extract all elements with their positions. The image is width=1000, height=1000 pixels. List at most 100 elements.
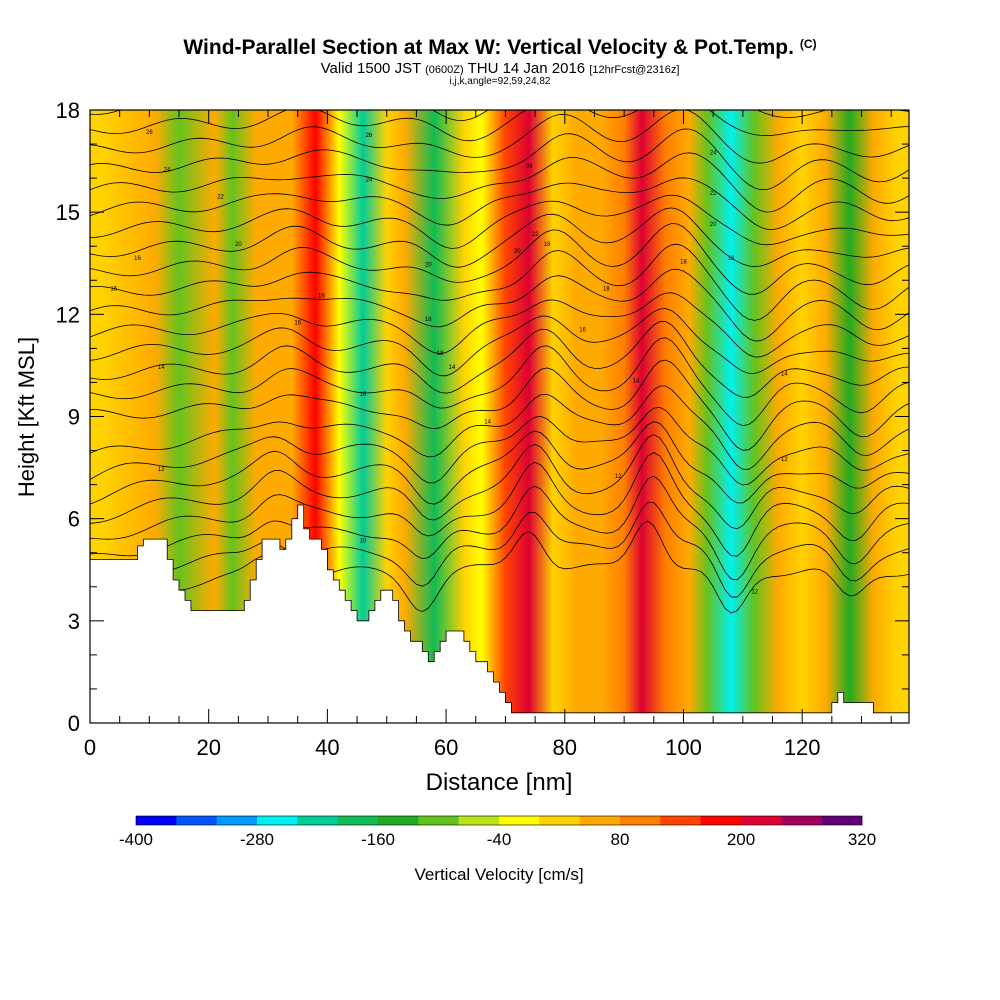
colorbar-frame xyxy=(135,815,863,826)
theta-contour xyxy=(90,520,909,614)
x-tick-label: 60 xyxy=(434,735,458,760)
x-tick-label: 40 xyxy=(315,735,339,760)
colorbar-swatch xyxy=(741,816,782,825)
colorbar-tick-label: -40 xyxy=(487,830,512,849)
terrain-mask xyxy=(90,504,909,723)
theta-contour-label: 18 xyxy=(680,259,687,265)
theta-contour-label: 18 xyxy=(544,242,551,248)
colorbar-swatch xyxy=(781,816,822,825)
theta-contour-label: 24 xyxy=(366,178,373,184)
colorbar-swatch xyxy=(821,816,863,825)
colorbar-swatch xyxy=(620,816,661,825)
theta-contour-label: 22 xyxy=(217,195,224,201)
theta-contour-label: 16 xyxy=(360,392,367,398)
theta-contour xyxy=(90,177,909,231)
theta-contour xyxy=(90,308,909,377)
colorbar-label: Vertical Velocity [cm/s] xyxy=(414,865,583,884)
theta-contour xyxy=(90,421,909,505)
plot-area: 10 12 12 12 12 14 14 14 14 14 16 16 16 18 18 16 16 18 16 18… xyxy=(90,110,909,723)
colorbar-swatch xyxy=(337,816,379,825)
theta-contour-label: 18 xyxy=(603,286,610,292)
y-tick-label: 18 xyxy=(56,98,80,123)
colorbar-swatch xyxy=(378,816,419,825)
x-tick-label: 80 xyxy=(553,735,577,760)
theta-contour xyxy=(90,223,909,295)
colorbar-tick-label: 200 xyxy=(727,830,755,849)
x-tick-label: 20 xyxy=(196,735,220,760)
theta-contour-label: 16 xyxy=(294,321,301,327)
theta-contour-label: 20 xyxy=(425,263,432,269)
colorbar-tick-label: 80 xyxy=(611,830,630,849)
colorbar-tick-label: -400 xyxy=(119,830,153,849)
colorbar-swatch xyxy=(458,816,500,825)
axes: 0 20 40 60 80 100 120 0 3 6 9 12 15 18 xyxy=(56,98,909,760)
theta-contour xyxy=(90,452,909,557)
theta-contour-label: 14 xyxy=(158,365,165,371)
theta-contour-label: 24 xyxy=(526,164,533,170)
colorbar-swatch xyxy=(418,816,459,825)
theta-contour-label: 24 xyxy=(164,167,171,173)
grid-indices: i,j,k,angle=92,59,24,82 xyxy=(449,76,551,87)
colorbar-tick-label: 320 xyxy=(848,830,876,849)
y-tick-label: 0 xyxy=(68,711,80,736)
theta-contour-label: 20 xyxy=(710,222,717,228)
colorbar-swatch xyxy=(176,816,217,825)
theta-contour-label: 12 xyxy=(751,590,758,596)
theta-contour-label: 18 xyxy=(728,256,735,262)
theta-contour-label: 16 xyxy=(134,256,141,262)
theta-contour xyxy=(90,128,909,191)
colorbar-swatch xyxy=(216,816,258,825)
theta-contour xyxy=(90,194,909,249)
y-tick-label: 3 xyxy=(68,609,80,634)
theta-contour xyxy=(90,292,909,358)
colorbar-tick-label: -280 xyxy=(240,830,274,849)
theta-contour-label: 14 xyxy=(484,419,491,425)
theta-contour xyxy=(90,359,909,451)
colorbar-swatch xyxy=(539,816,580,825)
theta-contour-label: 12 xyxy=(158,467,165,473)
theta-contour-label: 26 xyxy=(146,130,153,136)
y-tick-label: 12 xyxy=(56,302,80,327)
colorbar-swatch xyxy=(257,816,298,825)
x-tick-label: 0 xyxy=(84,735,96,760)
theta-contour xyxy=(90,268,909,342)
y-tick-label: 6 xyxy=(68,507,80,532)
colorbar-swatch xyxy=(136,816,177,825)
theta-contour xyxy=(90,385,909,470)
theta-contour xyxy=(90,152,909,213)
theta-contour-label: 16 xyxy=(110,286,117,292)
colorbar-swatch xyxy=(297,816,338,825)
colorbar: -400 -280 -160 -40 80 200 320 xyxy=(119,815,876,849)
colorbar-swatch xyxy=(499,816,540,825)
colorbar-tick-label: -160 xyxy=(361,830,395,849)
theta-contour-label: 12 xyxy=(615,474,622,480)
theta-contour xyxy=(90,337,909,427)
y-tick-label: 9 xyxy=(68,405,80,430)
y-axis-label: Height [Kft MSL] xyxy=(14,337,39,497)
theta-contour-label: 26 xyxy=(366,133,373,139)
theta-contour-label: 20 xyxy=(235,242,242,248)
theta-contour xyxy=(90,475,909,581)
theta-contour-label: 24 xyxy=(710,150,717,156)
colorbar-swatch xyxy=(660,816,701,825)
theta-contour-label: 18 xyxy=(425,317,432,323)
theta-contour-label: 14 xyxy=(781,372,788,378)
theta-contour xyxy=(90,434,909,530)
theta-contour xyxy=(90,207,909,268)
chart-title: Wind-Parallel Section at Max W: Vertical… xyxy=(183,36,817,59)
theta-contour-label: 22 xyxy=(532,232,539,238)
colorbar-swatch xyxy=(579,816,621,825)
theta-contour xyxy=(90,501,909,598)
x-tick-label: 120 xyxy=(784,735,821,760)
theta-contour xyxy=(90,321,909,398)
theta-contour-label: 16 xyxy=(579,327,586,333)
theta-contour xyxy=(90,406,909,486)
theta-contour xyxy=(90,110,909,164)
colorbar-swatch xyxy=(700,816,742,825)
x-axis-label: Distance [nm] xyxy=(426,769,573,796)
x-tick-label: 100 xyxy=(665,735,702,760)
chart-subtitle: Valid 1500 JST (0600Z) THU 14 Jan 2016 [… xyxy=(320,60,680,77)
theta-contour-label: 20 xyxy=(514,249,521,255)
